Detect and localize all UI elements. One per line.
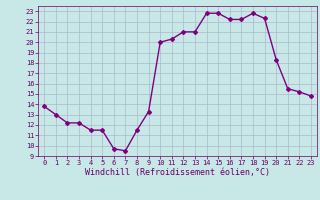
X-axis label: Windchill (Refroidissement éolien,°C): Windchill (Refroidissement éolien,°C)	[85, 168, 270, 177]
